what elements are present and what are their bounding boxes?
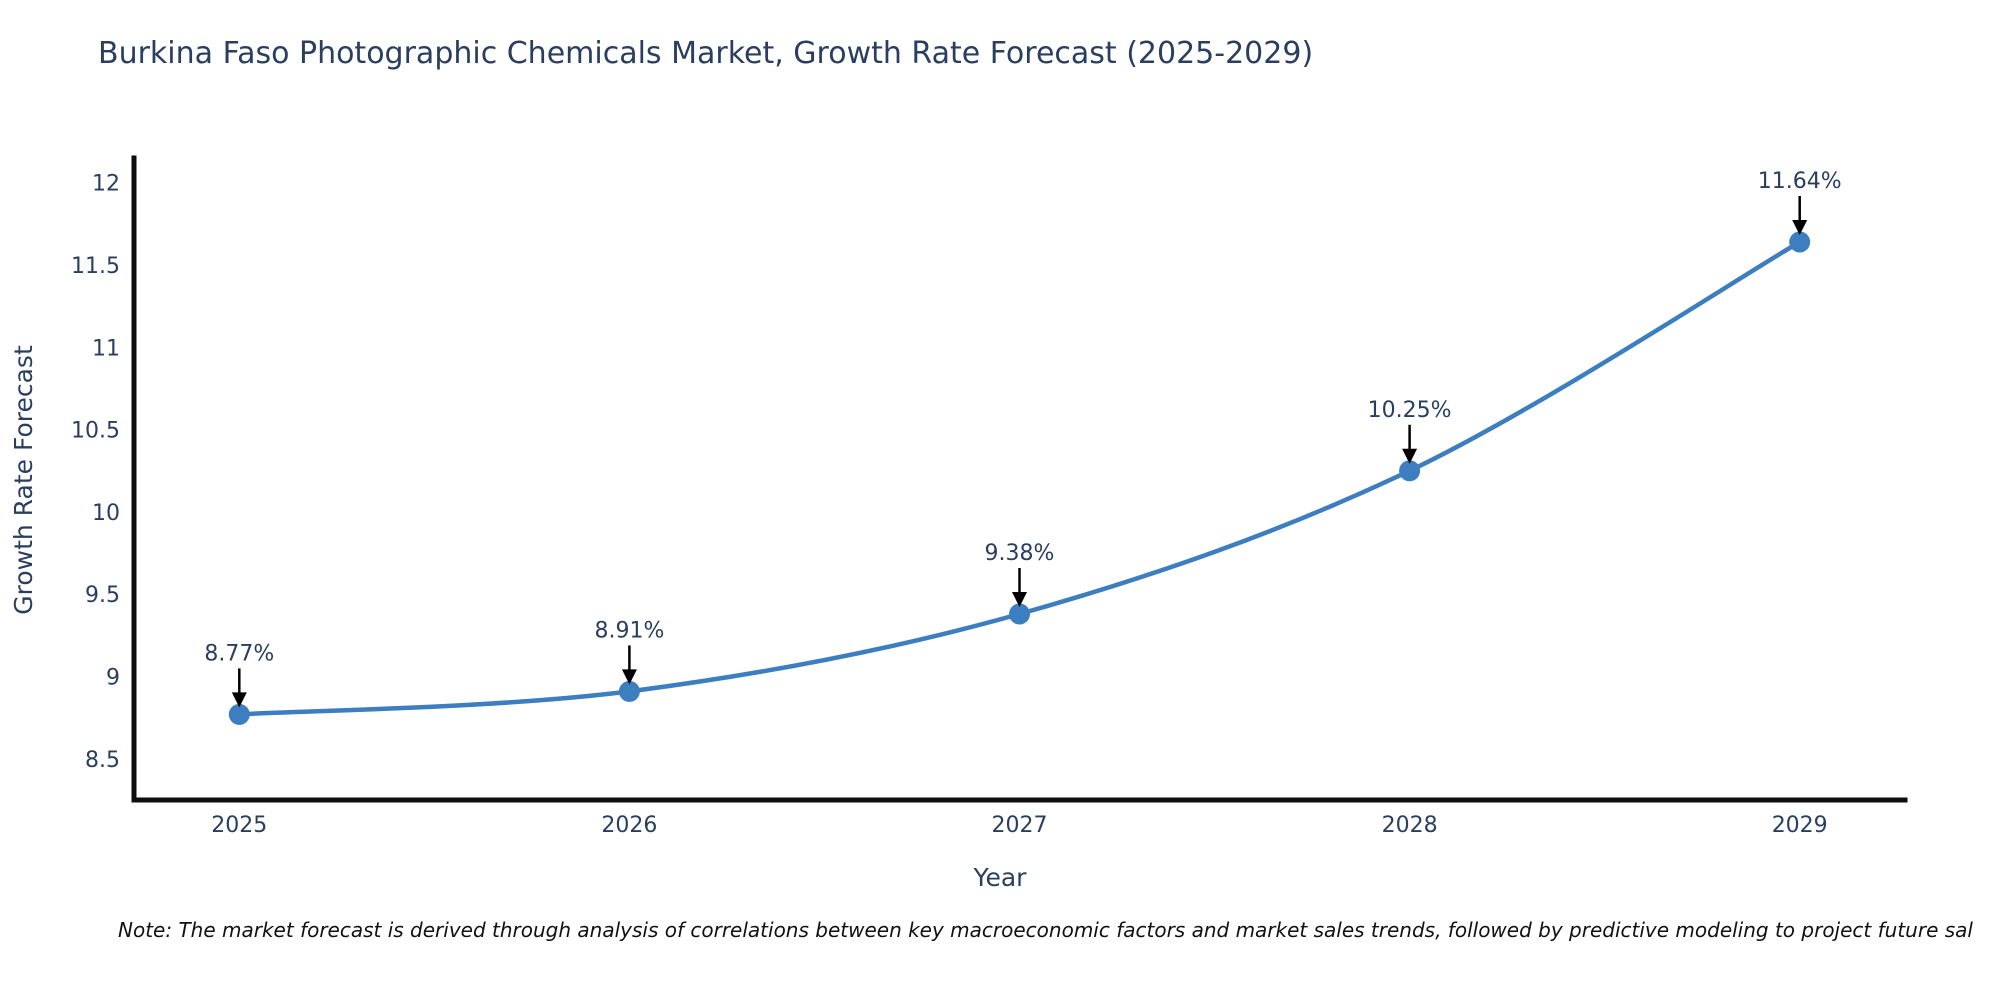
axis-spines xyxy=(131,155,1908,803)
x-tick-label: 2027 xyxy=(992,813,1048,838)
y-tick-label: 11.5 xyxy=(71,254,120,279)
data-label: 9.38% xyxy=(985,541,1055,566)
x-axis-label: Year xyxy=(973,863,1028,892)
x-tick-label: 2026 xyxy=(601,813,657,838)
y-tick-label: 10.5 xyxy=(71,419,120,444)
data-point-marker xyxy=(228,703,250,725)
data-label: 11.64% xyxy=(1758,169,1842,194)
y-tick-label: 10 xyxy=(92,501,120,526)
y-tick-label: 9.5 xyxy=(85,583,120,608)
data-point-marker xyxy=(1399,460,1421,482)
annotation-arrowhead xyxy=(1792,220,1808,235)
data-point-marker xyxy=(1009,603,1030,625)
y-tick-label: 8.5 xyxy=(85,748,120,773)
chart-title: Burkina Faso Photographic Chemicals Mark… xyxy=(98,36,1314,71)
x-tick-label: 2028 xyxy=(1382,813,1438,838)
y-tick-label: 9 xyxy=(106,666,120,691)
data-label: 10.25% xyxy=(1368,398,1452,423)
annotation-arrowhead xyxy=(231,692,247,708)
x-tick-label: 2025 xyxy=(211,813,267,838)
annotation-arrowhead xyxy=(1402,448,1418,464)
footnote: Note: The market forecast is derived thr… xyxy=(118,918,1973,942)
y-tick-label: 11 xyxy=(92,336,120,361)
data-label: 8.91% xyxy=(594,618,664,643)
data-point-marker xyxy=(618,680,640,702)
plot-dynamic-layer: 8.5 9 9.5 10 10.5 11 11.5 12 2025 2026 2027 2028 202… xyxy=(71,155,1908,838)
annotation-arrowhead xyxy=(1012,592,1027,607)
series-line xyxy=(237,239,1802,717)
data-label: 8.77% xyxy=(204,641,274,666)
y-tick-label: 12 xyxy=(92,172,120,197)
annotation-arrowhead xyxy=(621,669,637,685)
data-point-marker xyxy=(1789,231,1811,253)
x-tick-label: 2029 xyxy=(1772,813,1828,838)
y-axis-label: Growth Rate Forecast xyxy=(9,345,38,615)
